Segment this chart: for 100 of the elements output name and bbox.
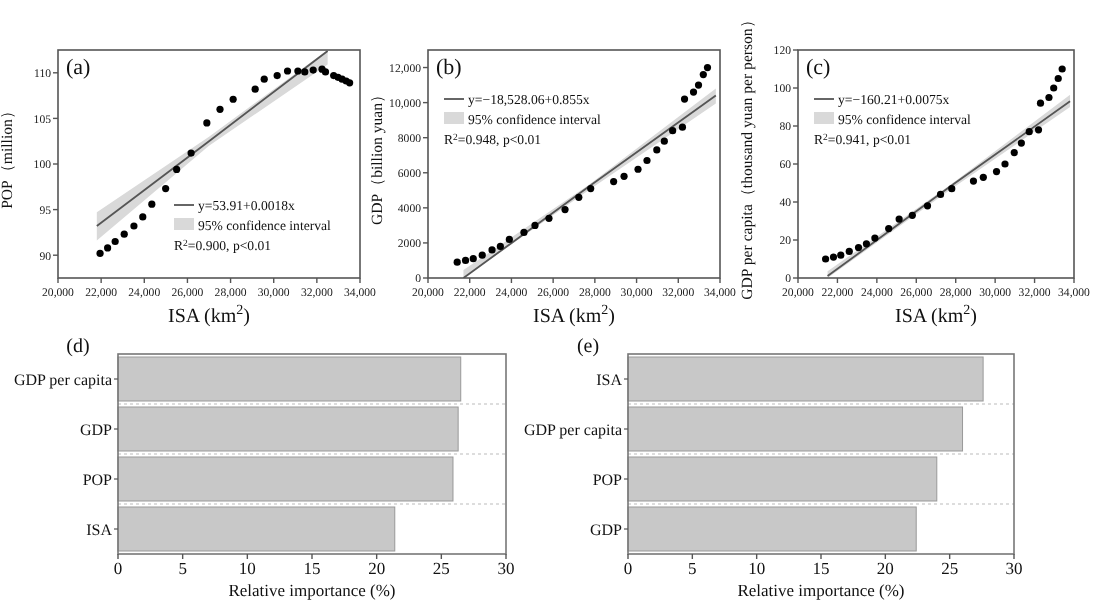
point bbox=[885, 225, 893, 233]
point bbox=[1025, 128, 1033, 136]
bar bbox=[117, 506, 396, 552]
point bbox=[969, 177, 978, 185]
point bbox=[979, 173, 987, 181]
point bbox=[203, 119, 211, 127]
point bbox=[469, 255, 477, 263]
point bbox=[162, 185, 170, 193]
y-tick-label: POP bbox=[592, 471, 624, 489]
point bbox=[453, 258, 461, 266]
point bbox=[461, 256, 470, 265]
point bbox=[1034, 126, 1043, 134]
y-tick-label: ISA bbox=[86, 521, 113, 539]
point bbox=[689, 88, 698, 96]
point bbox=[294, 67, 302, 75]
point bbox=[908, 211, 916, 219]
chart-title: (c) bbox=[806, 56, 832, 80]
x-tick-label: 15 bbox=[303, 558, 321, 578]
point bbox=[111, 237, 119, 246]
x-tick-label: 30 bbox=[497, 558, 515, 578]
point bbox=[531, 221, 539, 229]
chart-title: (e) bbox=[576, 336, 600, 358]
point bbox=[488, 246, 496, 254]
point bbox=[1017, 139, 1025, 147]
point bbox=[862, 240, 871, 248]
point bbox=[895, 215, 903, 223]
x-axis-title: ISA (km$^{2}$) bbox=[532, 302, 616, 328]
y-tick-label: POP bbox=[82, 471, 114, 489]
point bbox=[694, 81, 703, 89]
x-tick-label: 20 bbox=[368, 558, 386, 578]
point bbox=[520, 228, 528, 236]
point bbox=[1036, 99, 1045, 107]
point bbox=[216, 105, 224, 113]
point bbox=[680, 95, 689, 103]
point bbox=[496, 242, 504, 251]
point bbox=[822, 255, 830, 263]
point bbox=[139, 213, 147, 221]
point bbox=[229, 95, 237, 103]
point bbox=[309, 66, 317, 74]
point bbox=[871, 234, 879, 242]
point bbox=[251, 85, 259, 93]
point bbox=[643, 156, 651, 165]
point bbox=[575, 193, 583, 201]
x-tick-label: 25 bbox=[941, 558, 959, 578]
point bbox=[923, 202, 932, 210]
y-tick-label: GDP per capita bbox=[13, 371, 113, 389]
point bbox=[610, 177, 618, 186]
bar bbox=[627, 456, 938, 502]
point bbox=[561, 206, 569, 214]
point bbox=[845, 247, 853, 255]
bar bbox=[627, 506, 917, 552]
point bbox=[120, 230, 128, 238]
point bbox=[301, 68, 309, 76]
point bbox=[1050, 84, 1058, 92]
x-tick-label: 5 bbox=[178, 558, 187, 578]
point bbox=[653, 146, 661, 154]
point bbox=[669, 127, 677, 135]
point bbox=[1010, 149, 1018, 157]
x-tick-label: 20 bbox=[876, 558, 894, 578]
y-tick-label: GDP bbox=[79, 421, 114, 439]
x-tick-label: 15 bbox=[812, 558, 830, 578]
point bbox=[505, 235, 513, 244]
point bbox=[187, 149, 195, 157]
point bbox=[948, 185, 956, 193]
chart-title: (d) bbox=[66, 336, 90, 358]
x-axis-title: ISA (km$^{2}$) bbox=[894, 302, 978, 328]
x-tick-label: 10 bbox=[238, 558, 256, 578]
point bbox=[992, 168, 1001, 176]
x-tick-label: 25 bbox=[432, 558, 450, 578]
chart-title: (a) bbox=[66, 56, 92, 80]
bar bbox=[627, 406, 964, 452]
point bbox=[148, 200, 156, 208]
x-tick-label: 5 bbox=[688, 558, 697, 578]
point bbox=[1058, 65, 1066, 73]
x-axis-title: Relative importance (%) bbox=[737, 580, 905, 600]
point bbox=[699, 70, 707, 79]
point bbox=[273, 71, 281, 80]
point bbox=[837, 251, 845, 259]
point bbox=[703, 63, 712, 72]
point bbox=[936, 190, 945, 198]
bar bbox=[117, 406, 459, 452]
y-tick-label: GDP per capita bbox=[523, 421, 623, 439]
point bbox=[96, 249, 104, 257]
point bbox=[283, 67, 292, 75]
y-tick-label: ISA bbox=[596, 371, 623, 389]
bar bbox=[117, 356, 462, 402]
point bbox=[660, 137, 668, 145]
x-axis-title: Relative importance (%) bbox=[228, 580, 396, 600]
chart-title: (b) bbox=[436, 56, 463, 80]
point bbox=[478, 251, 486, 259]
point bbox=[1045, 93, 1053, 102]
point bbox=[1054, 74, 1062, 83]
point bbox=[620, 172, 628, 180]
point bbox=[829, 253, 838, 261]
point bbox=[260, 75, 268, 83]
point bbox=[587, 184, 595, 193]
point bbox=[1001, 160, 1009, 168]
point bbox=[678, 123, 687, 131]
bar bbox=[627, 356, 984, 402]
point bbox=[634, 165, 642, 173]
